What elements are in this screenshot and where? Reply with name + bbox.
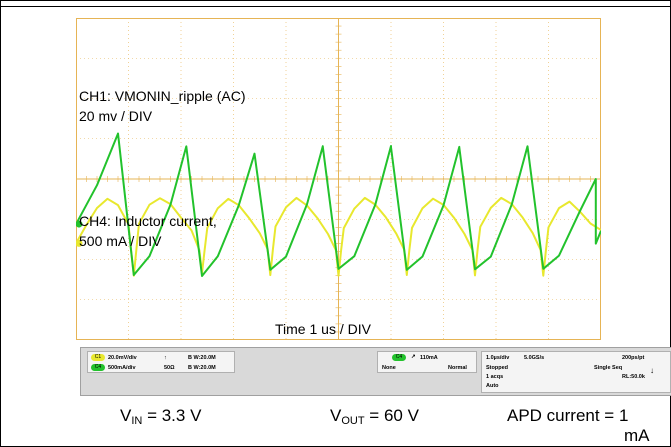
ch4-scale-label: 500 mA / DIV bbox=[79, 233, 162, 249]
scope-grid bbox=[76, 18, 601, 340]
ch1-scale-label: 20 mv / DIV bbox=[79, 108, 153, 124]
ch4-impedance: 50Ω bbox=[164, 365, 175, 371]
vin-label: VIN = 3.3 V bbox=[120, 406, 202, 427]
ch1-bandwidth: B W:20.0M bbox=[188, 355, 216, 361]
trigger-channel-badge[interactable]: C4 bbox=[392, 354, 406, 361]
ch4-bandwidth: B W:20.0M bbox=[188, 365, 216, 371]
channel-info-box: C1 20.0mV/div ↑ B W:20.0M C4 500mA/div 5… bbox=[87, 351, 235, 373]
time-scale-label: Time 1 us / DIV bbox=[275, 321, 371, 337]
auto-mode: Auto bbox=[486, 383, 499, 389]
scope-traces bbox=[76, 132, 601, 277]
ground-marker-ch1 bbox=[76, 239, 83, 247]
trigger-source: None bbox=[382, 365, 396, 371]
trace-ch4 bbox=[76, 132, 601, 277]
frame-top-rule bbox=[0, 6, 671, 7]
ground-marker-ch4 bbox=[76, 220, 83, 228]
scope-status-bar: C1 20.0mV/div ↑ B W:20.0M C4 500mA/div 5… bbox=[80, 347, 671, 396]
apd-current-label: APD current = 1 bbox=[507, 406, 629, 425]
ch4-name-label: CH4: Inductor current, bbox=[79, 213, 217, 229]
oscilloscope-plot bbox=[76, 18, 601, 340]
acq-count: 1 acqs bbox=[486, 374, 504, 380]
oscilloscope-screen bbox=[76, 18, 601, 340]
trigger-level: 110mA bbox=[420, 355, 438, 361]
ch4-badge[interactable]: C4 bbox=[91, 364, 105, 371]
ch1-badge[interactable]: C1 bbox=[91, 354, 105, 361]
ch1-scale-readout: 20.0mV/div bbox=[108, 355, 137, 361]
acq-mode: Single Seq bbox=[594, 365, 623, 371]
resolution: 200ps/pt bbox=[622, 355, 645, 361]
timebase-div: 1.0µs/div bbox=[486, 355, 510, 361]
ch1-name-label: CH1: VMONIN_ripple (AC) bbox=[79, 88, 246, 104]
ch4-scale-readout: 500mA/div bbox=[108, 365, 136, 371]
trigger-info-box: C4 ↗ 110mA None Normal bbox=[377, 351, 477, 373]
record-length: RL:50.0k bbox=[622, 374, 645, 380]
trigger-mode: Normal bbox=[448, 365, 467, 371]
apd-current-unit: mA bbox=[624, 426, 650, 445]
acq-state: Stopped bbox=[486, 365, 508, 371]
trace-ch1 bbox=[76, 196, 601, 277]
ch1-coupling-icon: ↑ bbox=[164, 355, 167, 361]
channel-markers bbox=[76, 220, 83, 247]
trigger-edge-icon: ↗ bbox=[411, 354, 416, 360]
stop-indicator-icon: ↓ bbox=[650, 366, 654, 375]
timebase-info-box: 1.0µs/div 5.0GS/s 200ps/pt Stopped Singl… bbox=[481, 351, 671, 393]
sample-rate: 5.0GS/s bbox=[524, 355, 545, 361]
vout-label: VOUT = 60 V bbox=[330, 406, 419, 427]
